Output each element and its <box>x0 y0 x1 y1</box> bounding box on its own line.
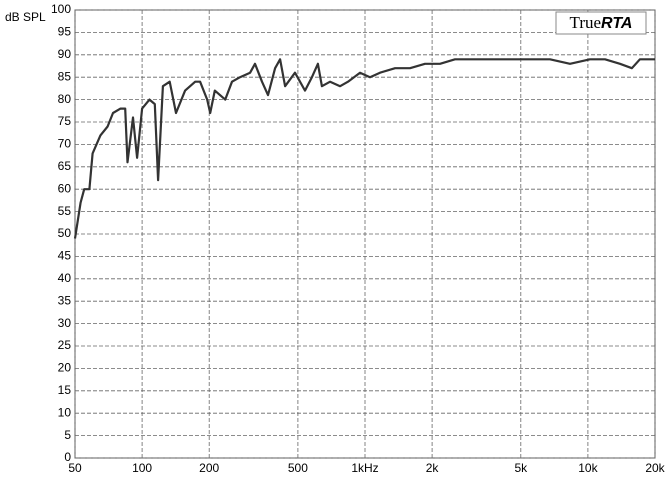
y-tick-label: 100 <box>51 2 71 16</box>
x-tick-label: 200 <box>199 461 219 475</box>
logo-text: TrueRTA <box>570 13 633 32</box>
y-tick-label: 60 <box>58 181 72 195</box>
y-tick-label: 75 <box>58 114 72 128</box>
logo-text-bold: RTA <box>601 15 632 32</box>
y-tick-label: 95 <box>58 25 72 39</box>
x-tick-label: 1kHz <box>351 461 378 475</box>
y-tick-label: 55 <box>58 204 72 218</box>
y-tick-label: 70 <box>58 137 72 151</box>
y-tick-label: 15 <box>58 383 72 397</box>
y-tick-label: 40 <box>58 271 72 285</box>
y-axis-label: dB SPL <box>5 10 46 24</box>
y-tick-label: 25 <box>58 338 72 352</box>
y-tick-label: 80 <box>58 92 72 106</box>
y-tick-label: 30 <box>58 316 72 330</box>
data-line <box>73 58 655 239</box>
y-tick-label: 45 <box>58 249 72 263</box>
x-tick-label: 500 <box>288 461 308 475</box>
y-tick-label: 20 <box>58 361 72 375</box>
y-tick-label: 5 <box>64 428 71 442</box>
y-tick-label: 35 <box>58 293 72 307</box>
y-tick-label: 50 <box>58 226 72 240</box>
y-tick-label: 0 <box>64 450 71 464</box>
x-tick-label: 100 <box>132 461 152 475</box>
x-tick-label: 5k <box>514 461 528 475</box>
y-tick-label: 90 <box>58 47 72 61</box>
x-tick-label: 50 <box>68 461 82 475</box>
x-tick-label: 2k <box>426 461 440 475</box>
logo-text-regular: True <box>570 13 602 32</box>
logo-box <box>555 11 647 35</box>
y-tick-label: 10 <box>58 405 72 419</box>
y-tick-label: 85 <box>58 69 72 83</box>
logo: TrueRTA <box>555 11 647 35</box>
y-tick-label: 65 <box>58 159 72 173</box>
x-tick-label: 10k <box>578 461 598 475</box>
x-tick-label: 20k <box>645 461 665 475</box>
